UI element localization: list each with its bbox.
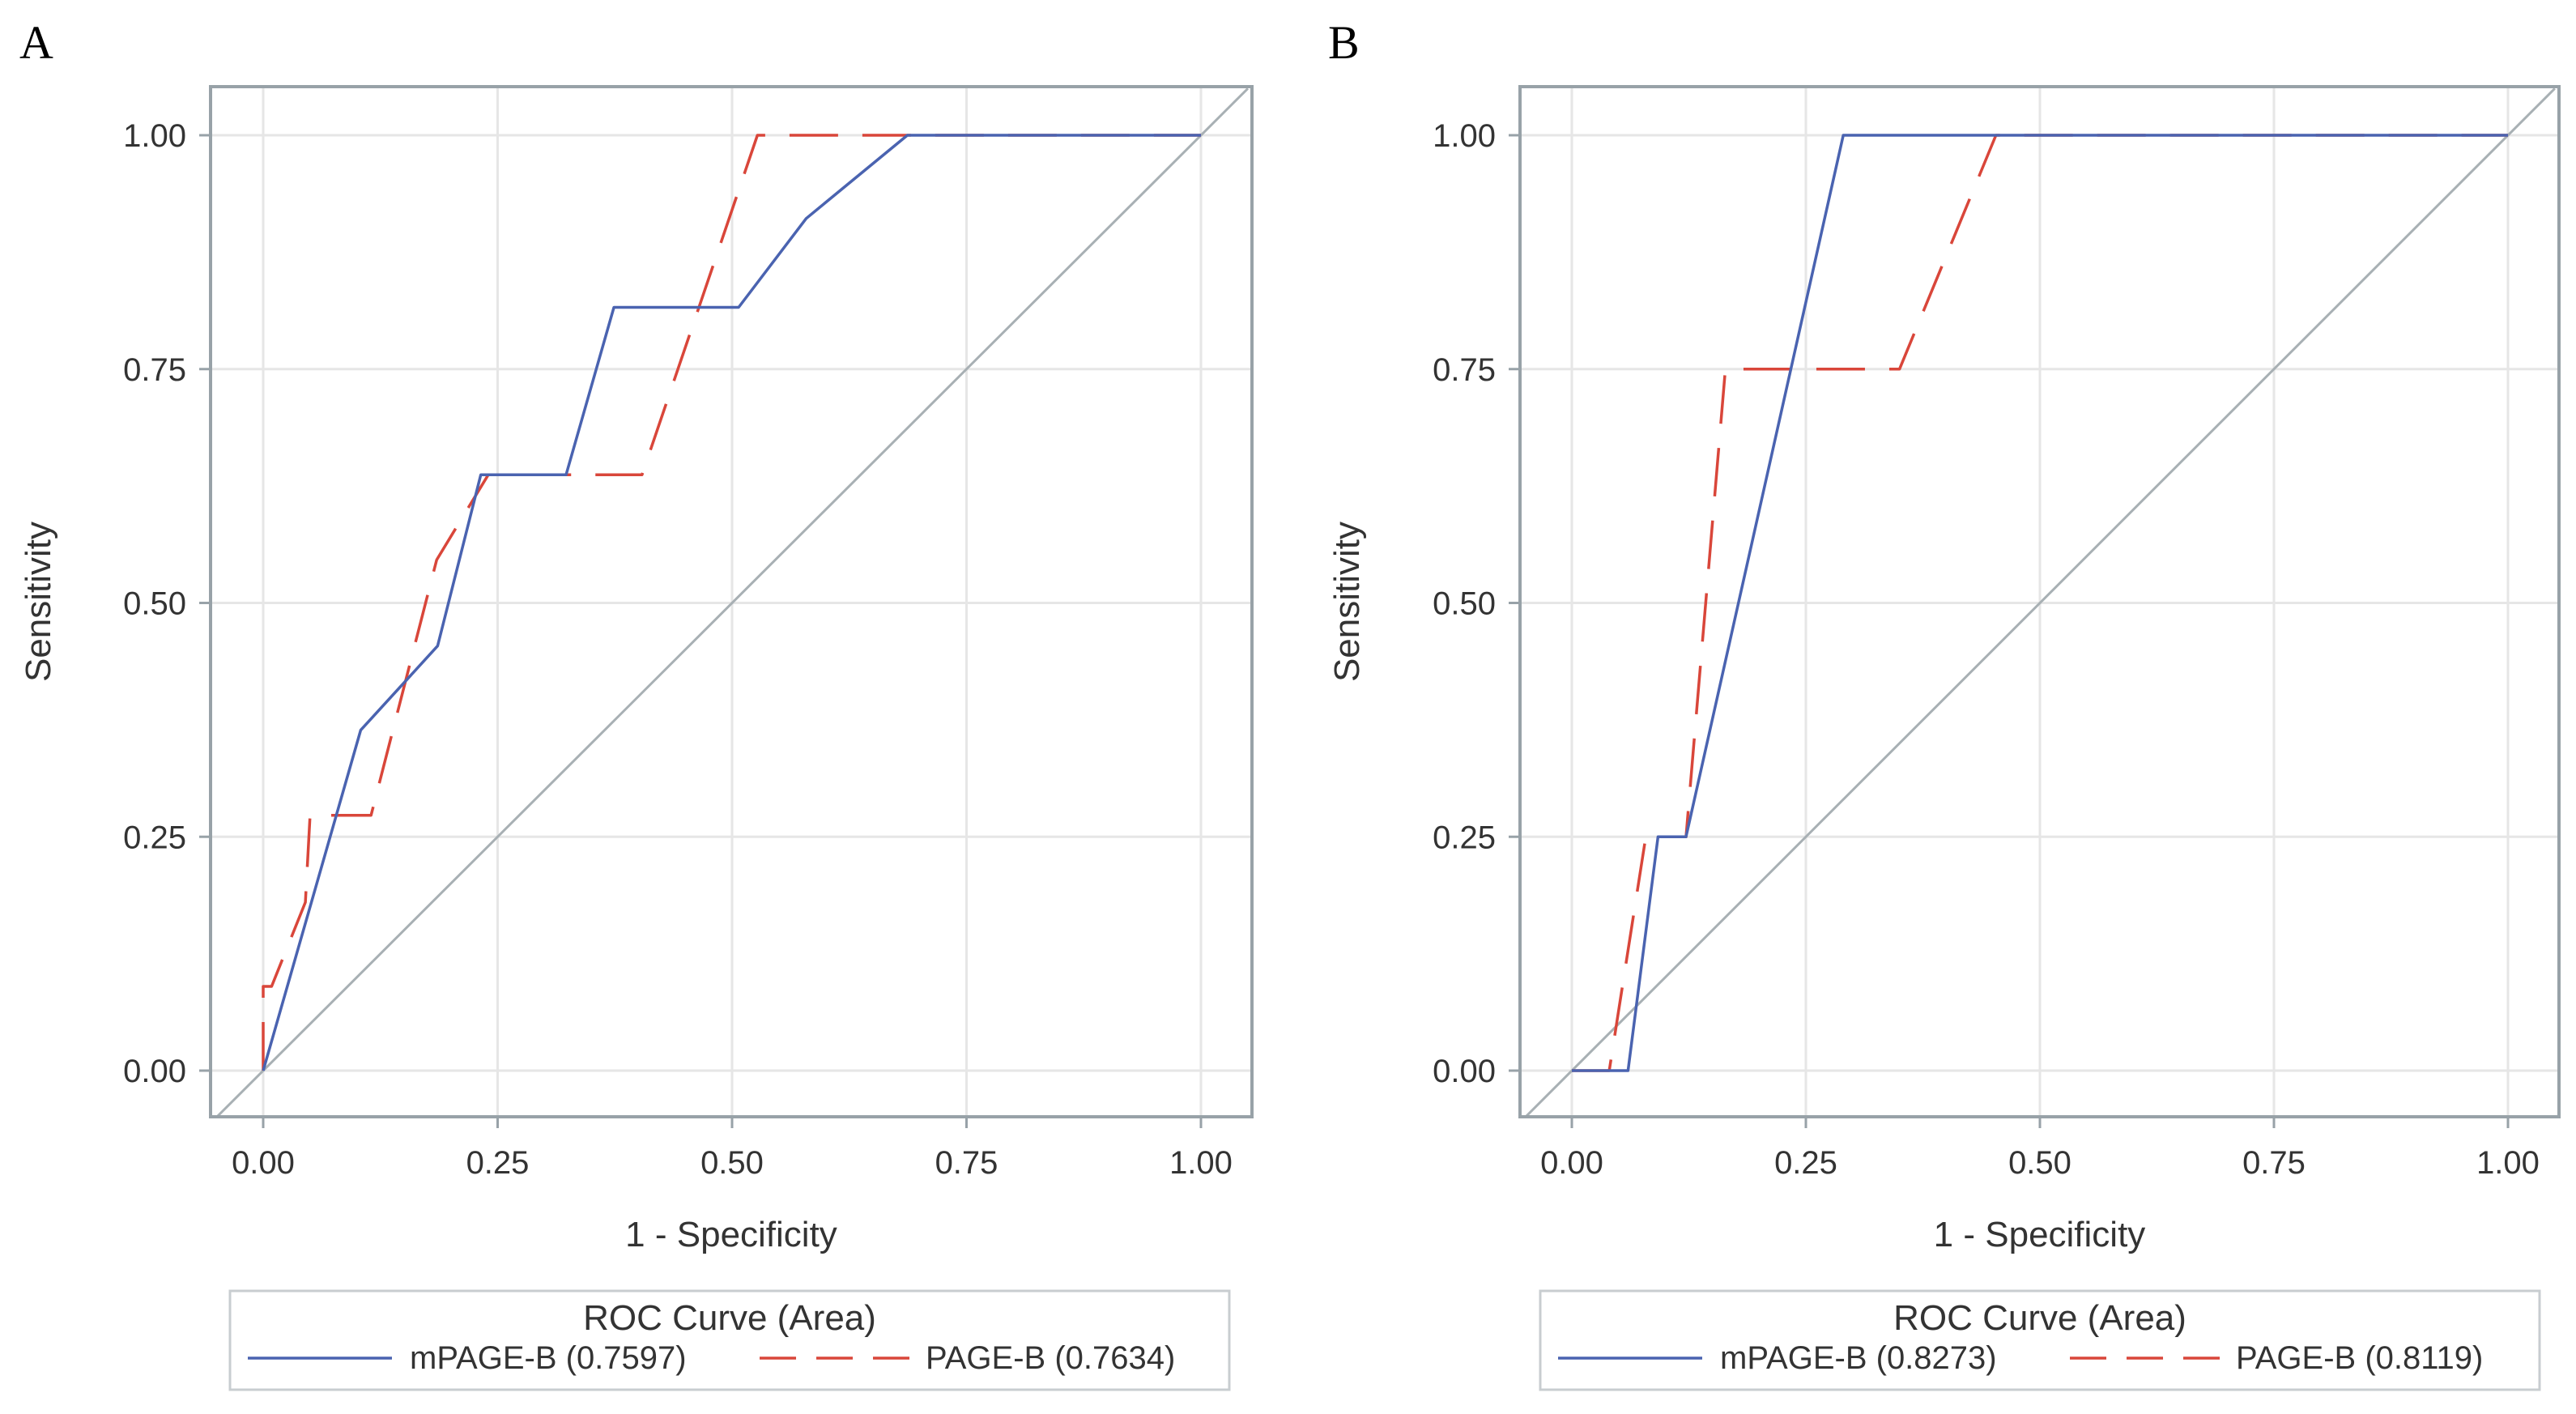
legend-label-page-b: PAGE-B (0.8119)	[2236, 1340, 2483, 1376]
y-tick-label: 1.00	[1433, 118, 1496, 154]
y-tick-label: 0.25	[123, 820, 186, 855]
y-tick-label: 0.00	[1433, 1054, 1496, 1089]
legend-label-mpage-b: mPAGE-B (0.8273)	[1720, 1340, 1997, 1376]
x-tick-label: 0.50	[700, 1145, 764, 1181]
panel-letter: A	[19, 16, 53, 69]
x-tick-label: 0.50	[2008, 1145, 2071, 1181]
y-axis-label: Sensitivity	[1327, 522, 1367, 682]
series-page-b	[262, 134, 1201, 1071]
y-tick-label: 0.50	[1433, 586, 1496, 622]
x-tick-label: 0.75	[2242, 1145, 2306, 1181]
legend: ROC Curve (Area)mPAGE-B (0.7597) PAGE-B (…	[228, 1289, 1231, 1391]
legend-box	[1539, 1289, 2541, 1391]
x-tick-label: 1.00	[2476, 1145, 2540, 1181]
y-tick-label: 0.75	[1433, 352, 1496, 388]
x-tick-label: 0.00	[232, 1145, 295, 1181]
legend: ROC Curve (Area)mPAGE-B (0.8273) PAGE-B (…	[1539, 1289, 2541, 1391]
legend-label-mpage-b: mPAGE-B (0.7597)	[410, 1340, 687, 1376]
y-tick-label: 0.50	[123, 586, 186, 622]
y-tick-label: 0.25	[1433, 820, 1496, 855]
series-reference	[215, 87, 1249, 1117]
y-tick-label: 1.00	[123, 118, 186, 154]
x-tick-label: 0.25	[1774, 1145, 1837, 1181]
panel-b: B 0.00 0.25 0.50 0.75 1.00 0.00 0.25 0.50 0.75 1.0…	[1327, 16, 2561, 1391]
panel-letter: B	[1328, 16, 1360, 69]
series-mpage-b	[262, 134, 1201, 1071]
x-axis-label: 1 - Specificity	[1934, 1215, 2146, 1254]
x-tick-label: 0.00	[1540, 1145, 1603, 1181]
series-page-b	[1572, 134, 2508, 1072]
legend-title: ROC Curve (Area)	[583, 1298, 876, 1338]
legend-title: ROC Curve (Area)	[1893, 1298, 2186, 1338]
x-tick-label: 0.75	[935, 1145, 998, 1181]
y-tick-label: 0.75	[123, 352, 186, 388]
x-axis-label: 1 - Specificity	[625, 1215, 837, 1254]
plot-area	[215, 87, 1249, 1117]
panel-a: A 0.00 0.25 0.50 0.75 1.00 0.00 0.25 0.50 0.75 1.0…	[19, 16, 1254, 1391]
y-axis-label: Sensitivity	[19, 522, 58, 682]
legend-label-page-b: PAGE-B (0.7634)	[926, 1340, 1175, 1376]
x-tick-label: 0.25	[466, 1145, 530, 1181]
legend-box	[228, 1289, 1231, 1391]
series-mpage-b	[1572, 134, 2508, 1072]
y-tick-label: 0.00	[123, 1054, 186, 1089]
plot-area	[1524, 87, 2556, 1117]
series-reference	[1524, 87, 2556, 1117]
plot-frame	[209, 85, 1254, 1118]
plot-frame	[1518, 85, 2561, 1118]
x-tick-label: 1.00	[1169, 1145, 1233, 1181]
